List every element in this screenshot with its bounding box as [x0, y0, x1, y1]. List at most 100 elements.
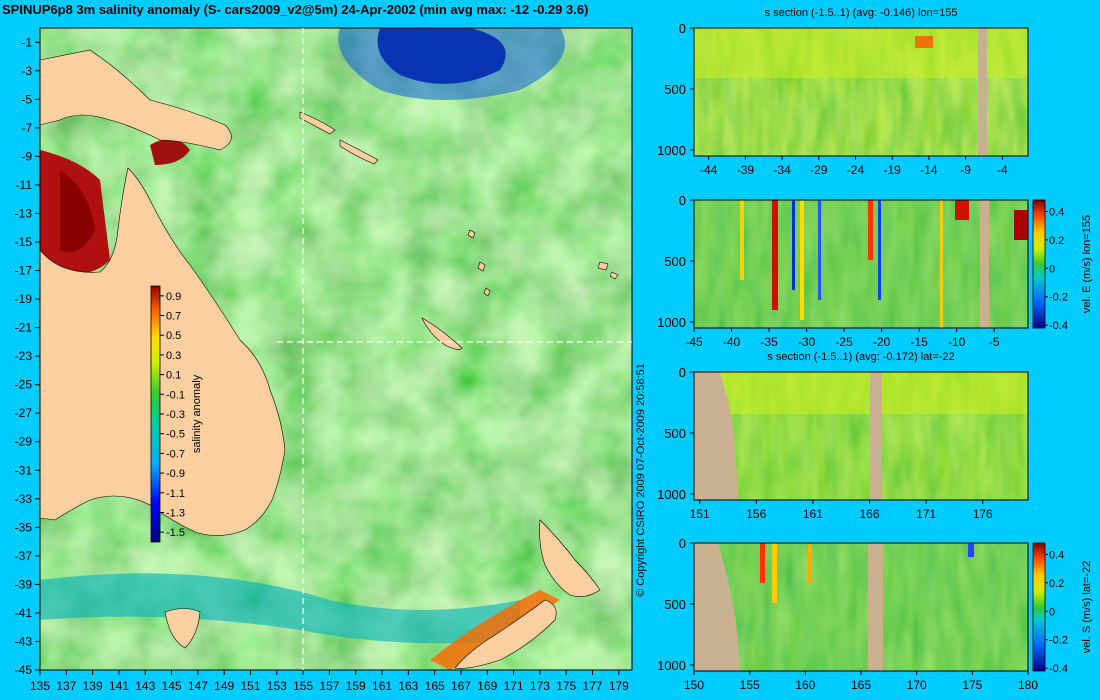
- map-y-tick-label: -15: [15, 235, 33, 249]
- map-y-tick-label: -13: [15, 206, 33, 220]
- section-4-colorbar-label: vel. S (m/s) lat=-22: [1081, 561, 1093, 654]
- map-y-tick-label: -17: [15, 264, 33, 278]
- vanuatu-islands-landmass: [467, 229, 491, 297]
- tasman-fresh-band: [40, 573, 520, 644]
- section-panel-1: [693, 27, 1029, 157]
- section-1-x-tick-label: -4: [997, 163, 1008, 177]
- section-2-colorbar-tick-label: -0.2: [1049, 292, 1068, 304]
- map-x-tick-label: 165: [425, 679, 445, 693]
- section-2-y-tick-label: 500: [664, 254, 686, 269]
- section-3-land-column: [870, 372, 882, 500]
- section-4-land-column: [868, 543, 883, 671]
- section-1-x-tick-label: -9: [960, 163, 971, 177]
- section-2-x-tick-label: -40: [723, 335, 741, 349]
- section-2-colorbar-bar: [1032, 199, 1046, 329]
- section-4-colorbar-tick-label: -0.2: [1049, 635, 1068, 647]
- map-colorbar-tick-label: 0.7: [166, 311, 181, 323]
- section-1-x-tick-label: -29: [810, 163, 828, 177]
- map-colorbar-tick-label: 0.1: [166, 370, 181, 382]
- new-guinea-landmass: [40, 49, 232, 151]
- section-4-x-tick-label: 150: [684, 678, 704, 692]
- new-zealand-north-landmass: [539, 519, 601, 597]
- section-2-x-tick-label: -45: [685, 335, 703, 349]
- section-3-x-tick-label: 151: [690, 507, 710, 521]
- section-4-colorbar-tick-label: 0.2: [1049, 578, 1064, 590]
- section-2-frame: [693, 199, 1029, 329]
- section-1-salty-blob: [915, 36, 933, 48]
- section-2-land-column: [980, 200, 989, 328]
- map-x-tick-label: 141: [109, 679, 129, 693]
- section-1-land-column: [978, 28, 987, 156]
- map-y-tick-label: -41: [15, 606, 33, 620]
- solomon-islands-landmass: [299, 111, 379, 165]
- map-colorbar-tick-label: -0.9: [166, 468, 185, 480]
- map-y-tick-label: -5: [21, 92, 32, 106]
- section-1-y-tick-label: 0: [679, 21, 686, 36]
- map-y-tick-label: -21: [15, 321, 33, 335]
- map-colorbar-tick-label: -1.3: [166, 507, 185, 519]
- section-3-frame: [693, 371, 1029, 501]
- map-x-tick-label: 177: [583, 679, 603, 693]
- section-4-x-tick-label: 165: [851, 678, 871, 692]
- map-y-tick-label: -31: [15, 463, 33, 477]
- coral-sea-salty-patch: [150, 138, 190, 165]
- map-x-tick-label: 139: [83, 679, 103, 693]
- nz-salty-rim: [430, 590, 560, 670]
- section-2-y-tick-label: 0: [679, 193, 686, 208]
- section-3-x-tick-label: 176: [973, 507, 993, 521]
- map-colorbar-tick-label: -1.1: [166, 488, 185, 500]
- figure-title: SPINUP6p8 3m salinity anomaly (S- cars20…: [2, 2, 589, 17]
- section-4-current-streaks: [760, 543, 974, 603]
- section-2-x-tick-label: -30: [798, 335, 816, 349]
- map-x-tick-label: 167: [451, 679, 471, 693]
- map-panel: 135 137 139 141 143 145 147 149 151 153 155 157 159 1…: [15, 27, 633, 693]
- section-3-x-tick-label: 161: [803, 507, 823, 521]
- section-4-colorbar-tick-label: -0.4: [1049, 663, 1068, 675]
- section-1-y-tick-label: 500: [664, 82, 686, 97]
- map-x-tick-label: 155: [293, 679, 313, 693]
- map-y-tick-label: -33: [15, 492, 33, 506]
- section-4-colorbar-bar: [1032, 542, 1046, 672]
- section-4-x-tick-label: 155: [740, 678, 760, 692]
- map-colorbar-bar: [150, 285, 161, 543]
- map-x-tick-label: 151: [240, 679, 260, 693]
- section-1-x-tick-label: -19: [884, 163, 902, 177]
- map-colorbar-tick-label: -0.7: [166, 448, 185, 460]
- section-1-title: s section (-1.5..1) (avg: -0.146) lon=15…: [765, 7, 958, 19]
- map-colorbar-tick-label: -0.3: [166, 409, 185, 421]
- tasmania-landmass: [164, 608, 201, 649]
- map-y-tick-label: -27: [15, 406, 33, 420]
- map-colorbar-tick-label: 0.9: [166, 291, 181, 303]
- map-y-tick-label: -35: [15, 520, 33, 534]
- map-x-tick-label: 173: [530, 679, 550, 693]
- map-y-tick-label: -37: [15, 549, 33, 563]
- section-1-y-tick-label: 1000: [657, 143, 686, 158]
- map-x-tick-label: 179: [609, 679, 629, 693]
- map-y-tick-label: -7: [21, 121, 32, 135]
- section-3-x-tick-label: 171: [916, 507, 936, 521]
- section-2-colorbar-tick-label: 0.4: [1049, 206, 1064, 218]
- map-y-tick-label: -45: [15, 663, 33, 677]
- map-x-tick-label: 169: [477, 679, 497, 693]
- section-4-texture: [694, 543, 1028, 671]
- fresh-anomaly-north-edge: [338, 28, 565, 100]
- section-4-colorbar-tick-label: 0: [1049, 606, 1055, 618]
- section-4-y-tick-label: 1000: [657, 658, 686, 673]
- map-x-tick-label: 175: [556, 679, 576, 693]
- section-3-title: s section (-1.5..1) (avg: -0.172) lat=-2…: [767, 351, 954, 363]
- section-3-y-tick-label: 0: [679, 365, 686, 380]
- section-1-frame: [693, 27, 1029, 157]
- copyright-note: © Copyright CSIRO 2009 07-Oct-2009 20:58…: [635, 363, 647, 597]
- section-panel-4: [693, 542, 1029, 672]
- section-2-colorbar-label: vel. E (m/s) lon=155: [1081, 215, 1093, 313]
- section-3-y-tick-label: 500: [664, 426, 686, 441]
- section-4-y-tick-label: 0: [679, 536, 686, 551]
- section-3-x-tick-label: 166: [859, 507, 879, 521]
- section-1-surface-layer: [694, 28, 1028, 78]
- map-frame: [39, 27, 633, 671]
- section-4-x-tick-label: 170: [907, 678, 927, 692]
- new-zealand-south-landmass: [454, 599, 557, 669]
- section-4-x-tick-label: 160: [795, 678, 815, 692]
